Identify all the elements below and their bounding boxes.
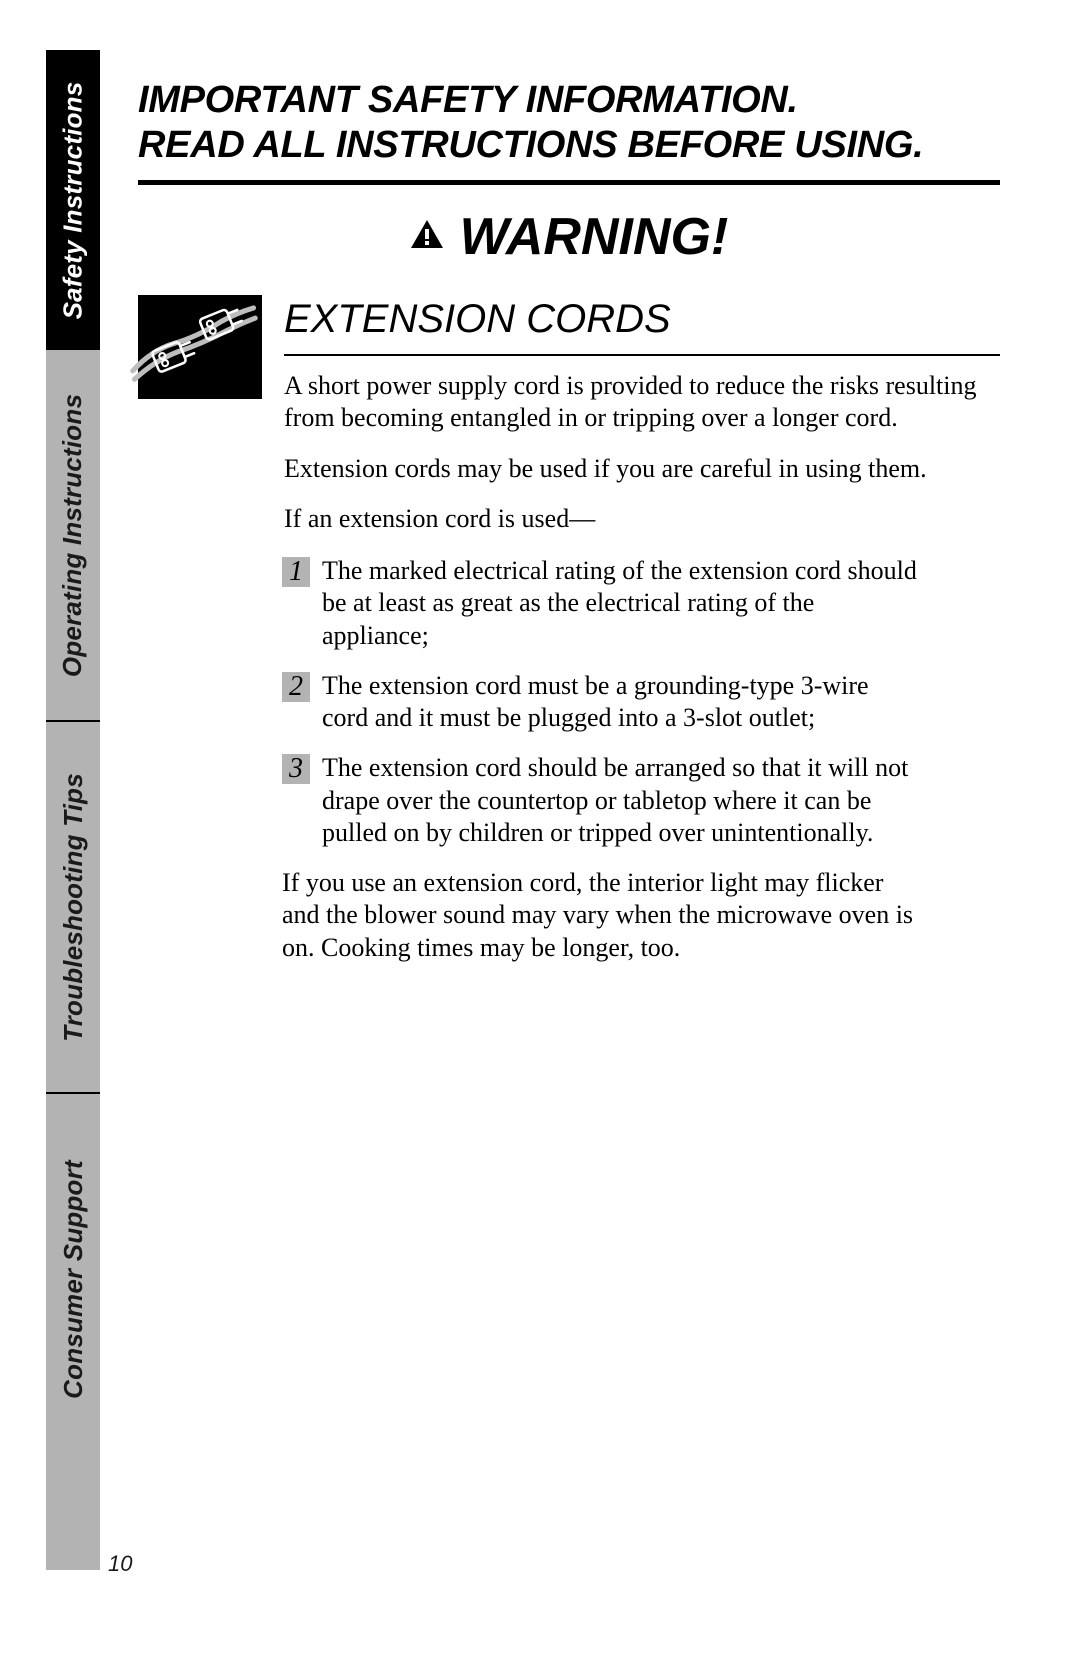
use-paragraph: Extension cords may be used if you are c… xyxy=(284,453,1000,485)
tab-consumer-support[interactable]: Consumer Support xyxy=(46,1094,100,1464)
list-number-badge: 3 xyxy=(282,754,310,784)
list-item: 2 The extension cord must be a grounding… xyxy=(282,670,920,734)
main-heading: IMPORTANT SAFETY INFORMATION. READ ALL I… xyxy=(138,78,1000,185)
heading-line-1: IMPORTANT SAFETY INFORMATION. xyxy=(138,79,798,121)
list-number-badge: 2 xyxy=(282,672,310,702)
list-item-text: The marked electrical rating of the exte… xyxy=(322,555,920,652)
list-item: 1 The marked electrical rating of the ex… xyxy=(282,555,920,652)
tab-spacer xyxy=(46,1464,100,1570)
tab-label: Consumer Support xyxy=(58,1160,89,1399)
numbered-list: 1 The marked electrical rating of the ex… xyxy=(282,555,920,849)
tab-troubleshooting-tips[interactable]: Troubleshooting Tips xyxy=(46,722,100,1092)
warning-row: WARNING! xyxy=(138,207,1000,267)
intro-paragraph: A short power supply cord is provided to… xyxy=(284,370,1000,434)
page-content: IMPORTANT SAFETY INFORMATION. READ ALL I… xyxy=(138,78,1000,964)
section-body: EXTENSION CORDS A short power supply cor… xyxy=(284,295,1000,548)
list-item-text: The extension cord should be arranged so… xyxy=(322,752,920,849)
list-number-badge: 1 xyxy=(282,557,310,587)
if-paragraph: If an extension cord is used— xyxy=(284,503,1000,535)
tab-label: Operating Instructions xyxy=(58,393,89,676)
tab-label: Troubleshooting Tips xyxy=(58,773,89,1042)
section-title: EXTENSION CORDS xyxy=(284,295,1000,357)
side-tabs: Safety Instructions Operating Instructio… xyxy=(46,50,100,1570)
document-page: Safety Instructions Operating Instructio… xyxy=(0,0,1080,1669)
tab-operating-instructions[interactable]: Operating Instructions xyxy=(46,350,100,720)
page-number: 10 xyxy=(108,1551,132,1577)
tab-safety-instructions[interactable]: Safety Instructions xyxy=(46,50,100,350)
list-item: 3 The extension cord should be arranged … xyxy=(282,752,920,849)
tab-label: Safety Instructions xyxy=(58,81,89,319)
warning-text: WARNING! xyxy=(460,207,729,267)
heading-line-2: READ ALL INSTRUCTIONS BEFORE USING. xyxy=(138,124,923,166)
list-item-text: The extension cord must be a grounding-t… xyxy=(322,670,920,734)
section-extension-cords: EXTENSION CORDS A short power supply cor… xyxy=(138,295,1000,548)
extension-cord-plugs-icon xyxy=(138,295,262,399)
warning-triangle-icon xyxy=(410,219,444,254)
after-list-paragraph: If you use an extension cord, the interi… xyxy=(282,867,920,964)
